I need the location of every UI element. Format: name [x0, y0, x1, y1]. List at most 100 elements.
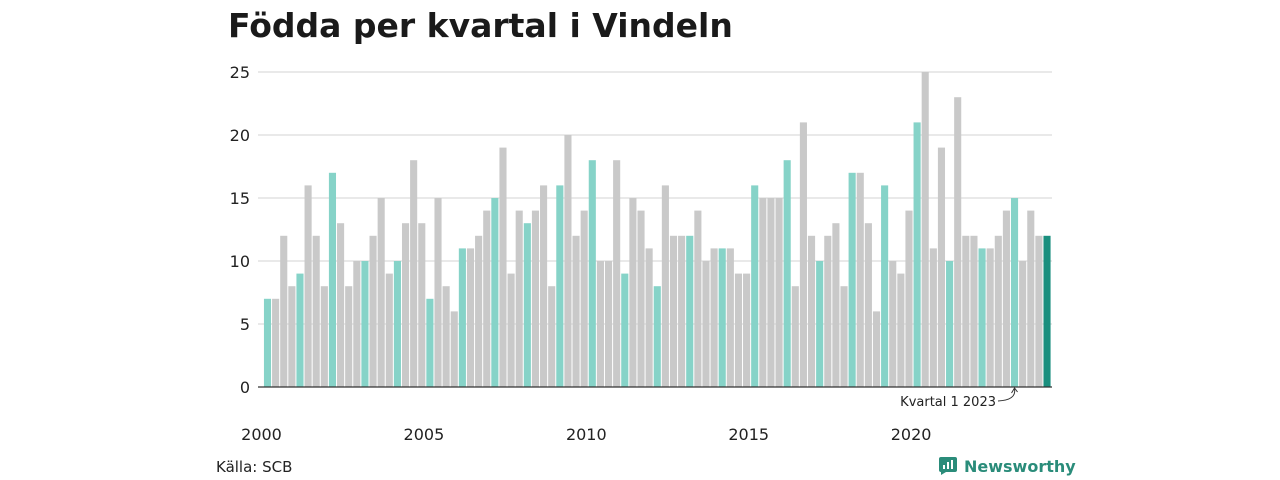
bar [523, 223, 531, 387]
bar [889, 261, 897, 387]
bar [507, 273, 515, 387]
bar [734, 273, 743, 387]
bar [410, 160, 418, 387]
bar [434, 198, 442, 387]
bar [669, 235, 678, 387]
annotation-label: Kvartal 1 2023 [900, 395, 996, 410]
bar [840, 286, 848, 387]
bar [320, 286, 328, 387]
bar [872, 311, 881, 387]
x-axis: 2000 2005 2010 2015 2020 [241, 386, 1052, 444]
bar [994, 235, 1002, 387]
bar [604, 261, 613, 387]
bar [791, 286, 799, 387]
bar [426, 298, 434, 387]
bar [353, 261, 361, 387]
bar [393, 261, 401, 387]
bar [629, 198, 637, 387]
bar [515, 210, 523, 387]
bar [759, 198, 767, 387]
bar [288, 286, 296, 387]
bar [442, 286, 450, 387]
y-axis-ticks: 0 5 10 15 20 25 [230, 63, 250, 397]
bar [328, 172, 337, 387]
bar [1019, 261, 1027, 387]
bar [280, 235, 288, 387]
bar [613, 160, 621, 387]
bar [897, 273, 905, 387]
bar [661, 185, 669, 387]
bar [832, 223, 840, 387]
bar [345, 286, 353, 387]
bar [913, 122, 921, 388]
bar [718, 248, 726, 387]
bar [1035, 235, 1043, 387]
bar [807, 235, 816, 387]
annotation-arrowhead [1011, 387, 1018, 394]
bar [726, 248, 734, 387]
bar [556, 185, 564, 387]
bar [475, 235, 483, 387]
bar [531, 210, 540, 387]
bar [564, 135, 572, 387]
x-tick-label: 2015 [728, 425, 769, 444]
bar [296, 273, 304, 387]
bar-chart-logo-icon [939, 457, 957, 475]
y-tick-label: 20 [230, 126, 250, 145]
bar [881, 185, 889, 387]
bar [312, 235, 320, 387]
bar [572, 235, 580, 387]
bar [694, 210, 702, 387]
bar [921, 72, 929, 387]
bar [970, 235, 978, 387]
bar [864, 223, 872, 387]
x-tick-label: 2005 [404, 425, 445, 444]
bar [816, 261, 824, 387]
y-tick-label: 5 [240, 315, 250, 334]
bar [767, 198, 775, 387]
brand-logo[interactable]: Newsworthy [938, 456, 1076, 476]
bar [621, 273, 629, 387]
bar [304, 185, 312, 387]
bar [588, 160, 596, 387]
bar [954, 97, 962, 387]
x-tick-label: 2010 [566, 425, 607, 444]
bar [678, 235, 686, 387]
bar [272, 298, 280, 387]
bar [401, 223, 410, 387]
x-tick-label: 2000 [241, 425, 282, 444]
bar [450, 311, 458, 387]
bar [1043, 235, 1051, 387]
brand-name: Newsworthy [964, 456, 1076, 476]
bar [596, 261, 604, 387]
x-tick-label: 2020 [891, 425, 932, 444]
bar [962, 235, 970, 387]
bar [483, 210, 491, 387]
y-tick-label: 0 [240, 378, 250, 397]
annotation: Kvartal 1 2023 [900, 387, 1018, 410]
bar [540, 185, 548, 387]
bar [491, 198, 499, 387]
bar [929, 248, 937, 387]
y-tick-label: 15 [230, 189, 250, 208]
bar [377, 198, 385, 387]
bar [848, 172, 856, 387]
bar [361, 261, 369, 387]
bar [337, 223, 345, 387]
y-tick-label: 25 [230, 63, 250, 82]
bar [1002, 210, 1010, 387]
bar [369, 235, 377, 387]
bar [751, 185, 759, 387]
bar [1027, 210, 1035, 387]
bar [824, 235, 832, 387]
source-label: Källa: SCB [216, 458, 293, 476]
bar [743, 273, 751, 387]
bar [263, 298, 272, 387]
annotation-arrow [997, 388, 1016, 402]
bar [458, 248, 466, 387]
bars [263, 72, 1051, 388]
bar [1010, 198, 1019, 387]
bar [580, 210, 588, 387]
bar [783, 160, 791, 387]
